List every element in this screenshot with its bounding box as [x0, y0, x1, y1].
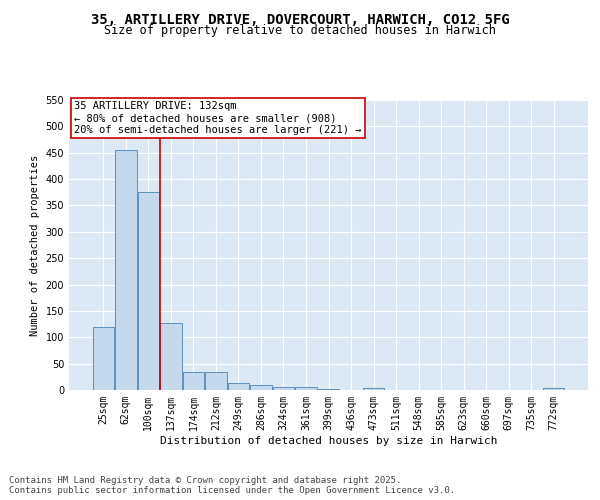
X-axis label: Distribution of detached houses by size in Harwich: Distribution of detached houses by size …: [160, 436, 497, 446]
Bar: [137, 192, 159, 390]
Bar: [160, 322, 182, 390]
Bar: [250, 386, 272, 390]
Y-axis label: Number of detached properties: Number of detached properties: [30, 154, 40, 336]
Bar: [115, 150, 137, 390]
Bar: [273, 388, 294, 390]
Bar: [543, 388, 565, 390]
Bar: [92, 326, 114, 390]
Bar: [205, 372, 227, 390]
Text: Contains HM Land Registry data © Crown copyright and database right 2025.
Contai: Contains HM Land Registry data © Crown c…: [9, 476, 455, 495]
Text: Size of property relative to detached houses in Harwich: Size of property relative to detached ho…: [104, 24, 496, 37]
Text: 35, ARTILLERY DRIVE, DOVERCOURT, HARWICH, CO12 5FG: 35, ARTILLERY DRIVE, DOVERCOURT, HARWICH…: [91, 12, 509, 26]
Bar: [363, 388, 384, 390]
Bar: [295, 387, 317, 390]
Bar: [182, 372, 204, 390]
Bar: [228, 383, 249, 390]
Text: 35 ARTILLERY DRIVE: 132sqm
← 80% of detached houses are smaller (908)
20% of sem: 35 ARTILLERY DRIVE: 132sqm ← 80% of deta…: [74, 102, 362, 134]
